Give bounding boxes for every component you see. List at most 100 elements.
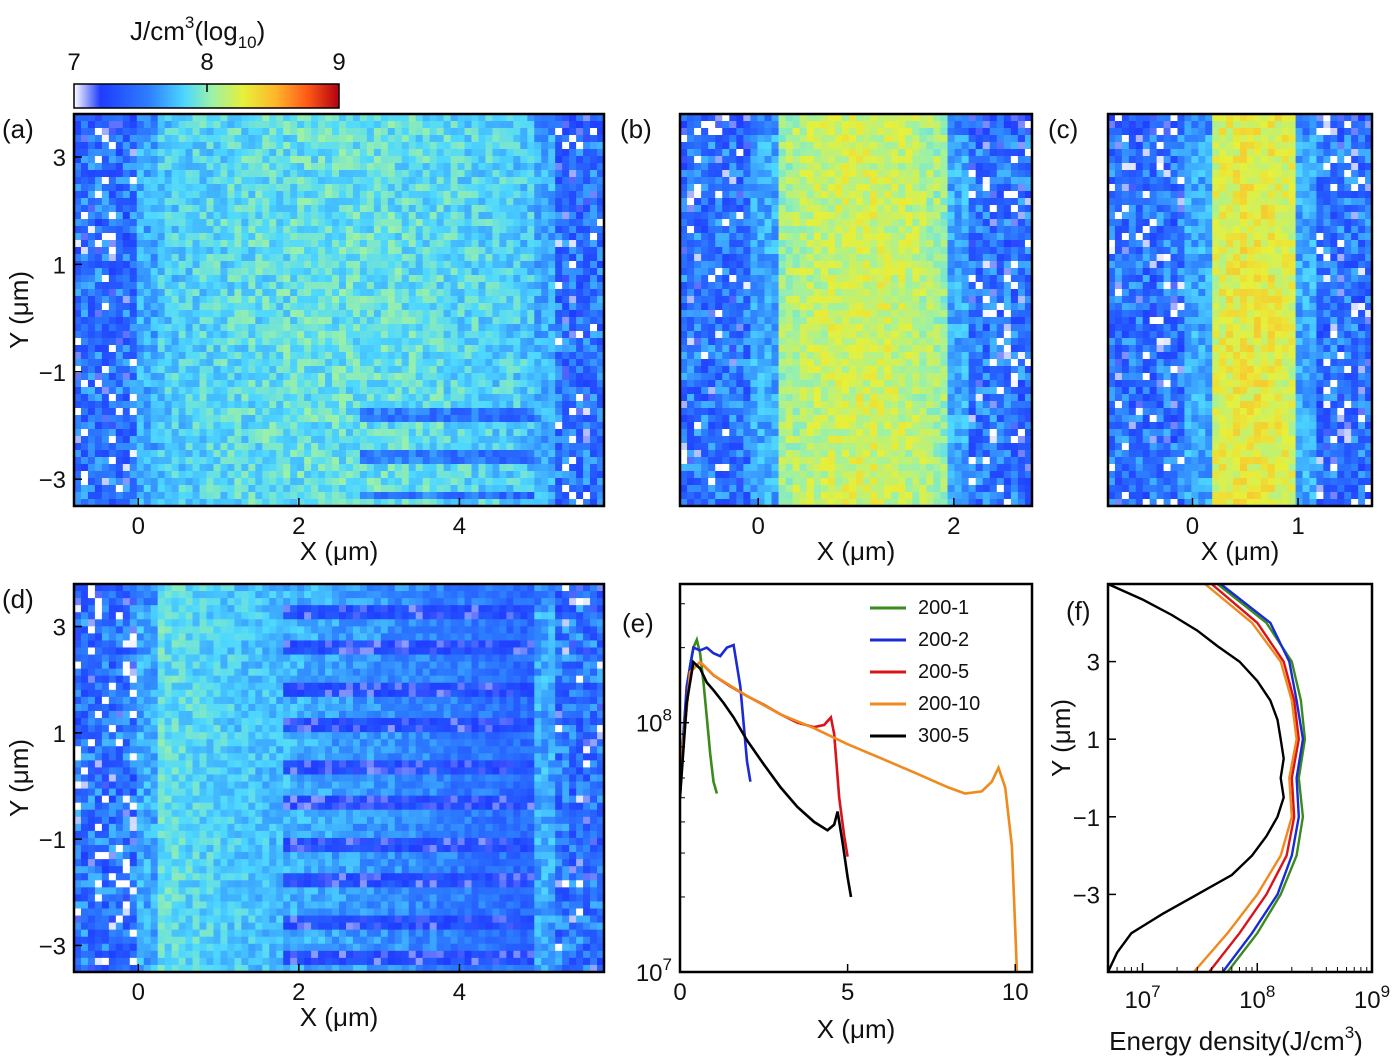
heatmap-cell <box>122 394 131 402</box>
heatmap-cell <box>569 268 577 276</box>
heatmap-cell <box>443 135 452 143</box>
heatmap-cell <box>464 142 472 150</box>
heatmap-cell <box>192 450 201 458</box>
heatmap-cell <box>213 289 221 297</box>
heatmap-cell <box>255 289 263 297</box>
heatmap-cell <box>597 317 604 325</box>
heatmap-cell <box>520 205 528 213</box>
heatmap-cell <box>401 324 410 332</box>
heatmap-cell <box>513 359 521 367</box>
heatmap-cell <box>583 240 591 248</box>
heatmap-cell <box>576 352 584 360</box>
heatmap-cell <box>806 184 815 192</box>
heatmap-cell <box>478 373 486 381</box>
heatmap-cell <box>429 282 438 290</box>
heatmap-cell <box>359 191 368 199</box>
heatmap-cell <box>269 198 277 206</box>
heatmap-cell <box>213 499 221 506</box>
heatmap-cell <box>178 289 187 297</box>
heatmap-cell <box>457 345 466 353</box>
heatmap-cell <box>311 436 319 444</box>
heatmap-cell <box>359 142 368 150</box>
heatmap-cell <box>94 135 103 143</box>
heatmap-cell <box>583 499 591 506</box>
heatmap-cell <box>485 247 493 255</box>
heatmap-cell <box>492 429 500 437</box>
heatmap-cell <box>74 121 82 129</box>
heatmap-cell <box>178 268 187 276</box>
heatmap-cell <box>555 226 563 234</box>
heatmap-cell <box>527 149 535 157</box>
heatmap-cell <box>143 191 152 199</box>
heatmap-cell <box>701 149 709 157</box>
heatmap-cell <box>534 394 542 402</box>
heatmap-cell <box>297 282 305 290</box>
heatmap-cell <box>283 212 291 220</box>
heatmap-cell <box>548 373 556 381</box>
heatmap-cell <box>485 394 493 402</box>
heatmap-cell <box>555 408 563 416</box>
heatmap-cell <box>919 198 927 206</box>
heatmap-cell <box>590 219 598 227</box>
heatmap-cell <box>122 457 131 465</box>
heatmap-cell <box>136 380 145 388</box>
heatmap-cell <box>799 163 808 171</box>
heatmap-cell <box>206 394 214 402</box>
heatmap-cell <box>443 289 452 297</box>
heatmap-cell <box>373 492 382 500</box>
heatmap-cell <box>687 191 695 199</box>
heatmap-cell <box>220 303 228 311</box>
heatmap-cell <box>464 233 472 241</box>
heatmap-cell <box>164 149 173 157</box>
heatmap-cell <box>192 282 201 290</box>
heatmap-cell <box>597 387 604 395</box>
heatmap-cell <box>534 317 542 325</box>
heatmap-cell <box>297 205 305 213</box>
heatmap-cell <box>192 156 201 164</box>
heatmap-cell <box>304 310 312 318</box>
heatmap-cell <box>394 184 403 192</box>
heatmap-cell <box>401 128 410 136</box>
heatmap-cell <box>255 149 263 157</box>
heatmap-cell <box>513 254 521 262</box>
heatmap-cell <box>157 345 166 353</box>
heatmap-cell <box>129 289 138 297</box>
heatmap-cell <box>129 303 138 311</box>
heatmap-cell <box>597 345 604 353</box>
heatmap-cell <box>213 247 221 255</box>
heatmap-cell <box>129 401 138 409</box>
heatmap-cell <box>555 128 563 136</box>
heatmap-cell <box>506 436 514 444</box>
heatmap-cell <box>297 485 305 493</box>
heatmap-cell <box>982 135 991 143</box>
heatmap-cell <box>380 219 389 227</box>
heatmap-cell <box>87 142 96 150</box>
heatmap-cell <box>345 177 354 185</box>
heatmap-cell <box>199 275 207 283</box>
heatmap-cell <box>283 324 291 332</box>
heatmap-cell <box>415 366 424 374</box>
heatmap-cell <box>975 114 984 122</box>
heatmap-cell <box>227 275 235 283</box>
heatmap-cell <box>80 268 89 276</box>
heatmap-cell <box>157 457 166 465</box>
heatmap-cell <box>1003 184 1012 192</box>
heatmap-cell <box>520 149 528 157</box>
heatmap-cell <box>422 219 431 227</box>
heatmap-cell <box>457 457 466 465</box>
heatmap-cell <box>527 212 535 220</box>
heatmap-cell <box>332 128 340 136</box>
heatmap-cell <box>115 275 124 283</box>
heatmap-cell <box>478 184 486 192</box>
heatmap-cell <box>408 275 417 283</box>
heatmap-cell <box>701 205 709 213</box>
heatmap-cell <box>157 128 166 136</box>
heatmap-cell <box>394 464 403 472</box>
heatmap-cell <box>74 282 82 290</box>
heatmap-cell <box>471 408 479 416</box>
heatmap-cell <box>192 394 201 402</box>
heatmap-cell <box>548 436 556 444</box>
heatmap-cell <box>129 436 138 444</box>
heatmap-cell <box>527 331 535 339</box>
heatmap-cell <box>136 198 145 206</box>
